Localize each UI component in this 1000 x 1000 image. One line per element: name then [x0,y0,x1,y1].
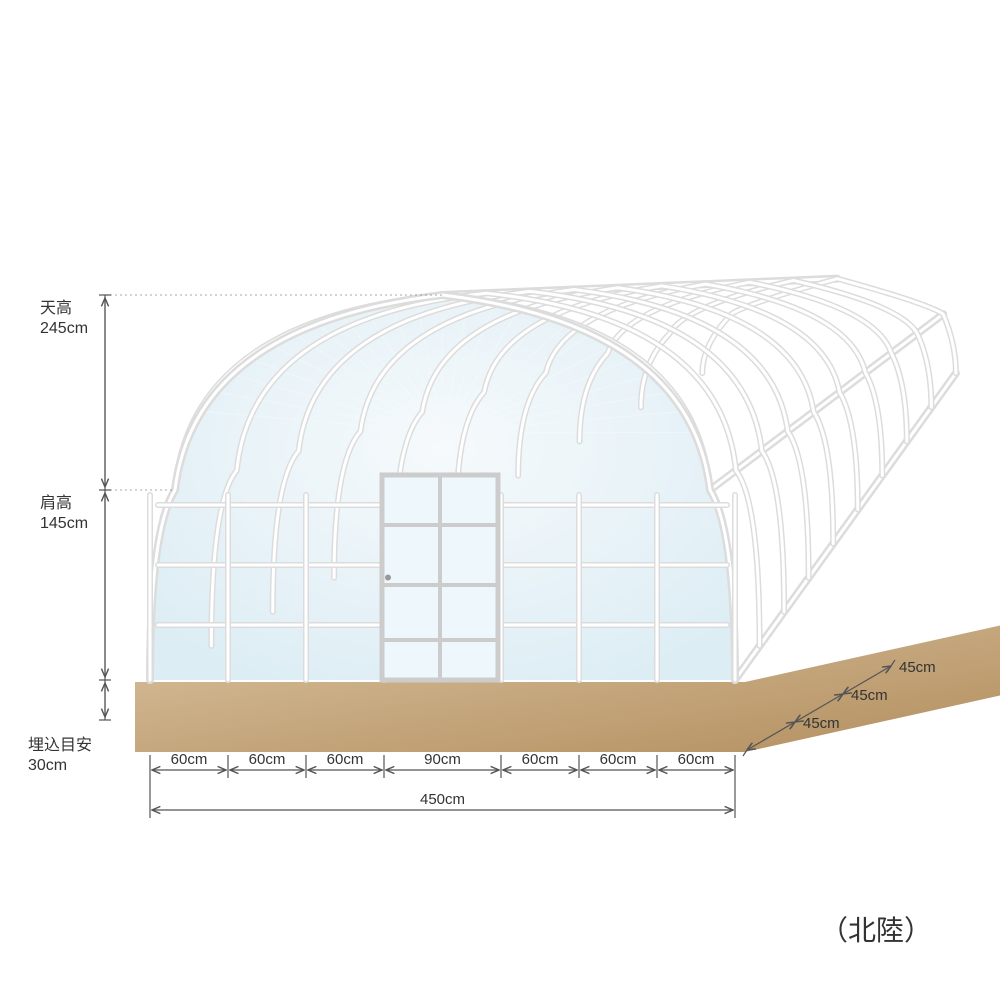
embed-depth-label: 埋込目安 [28,736,92,754]
embed-depth-value: 30cm [28,757,67,774]
depth-seg-1: 45cm [851,687,888,704]
ceiling-height-label: 天高 [40,299,72,317]
depth-seg-0: 45cm [803,715,840,732]
region-label: （北陸） [820,915,932,946]
width-seg-3: 90cm [424,751,461,768]
width-seg-6: 60cm [678,751,715,768]
width-seg-5: 60cm [600,751,637,768]
width-seg-0: 60cm [171,751,208,768]
total-width: 450cm [420,791,465,808]
door-handle [385,575,391,581]
width-seg-4: 60cm [522,751,559,768]
ceiling-height-value: 245cm [40,320,88,337]
depth-seg-2: 45cm [899,659,936,676]
shoulder-height-value: 145cm [40,515,88,532]
shoulder-height-label: 肩高 [40,494,72,512]
width-seg-2: 60cm [327,751,364,768]
width-seg-1: 60cm [249,751,286,768]
